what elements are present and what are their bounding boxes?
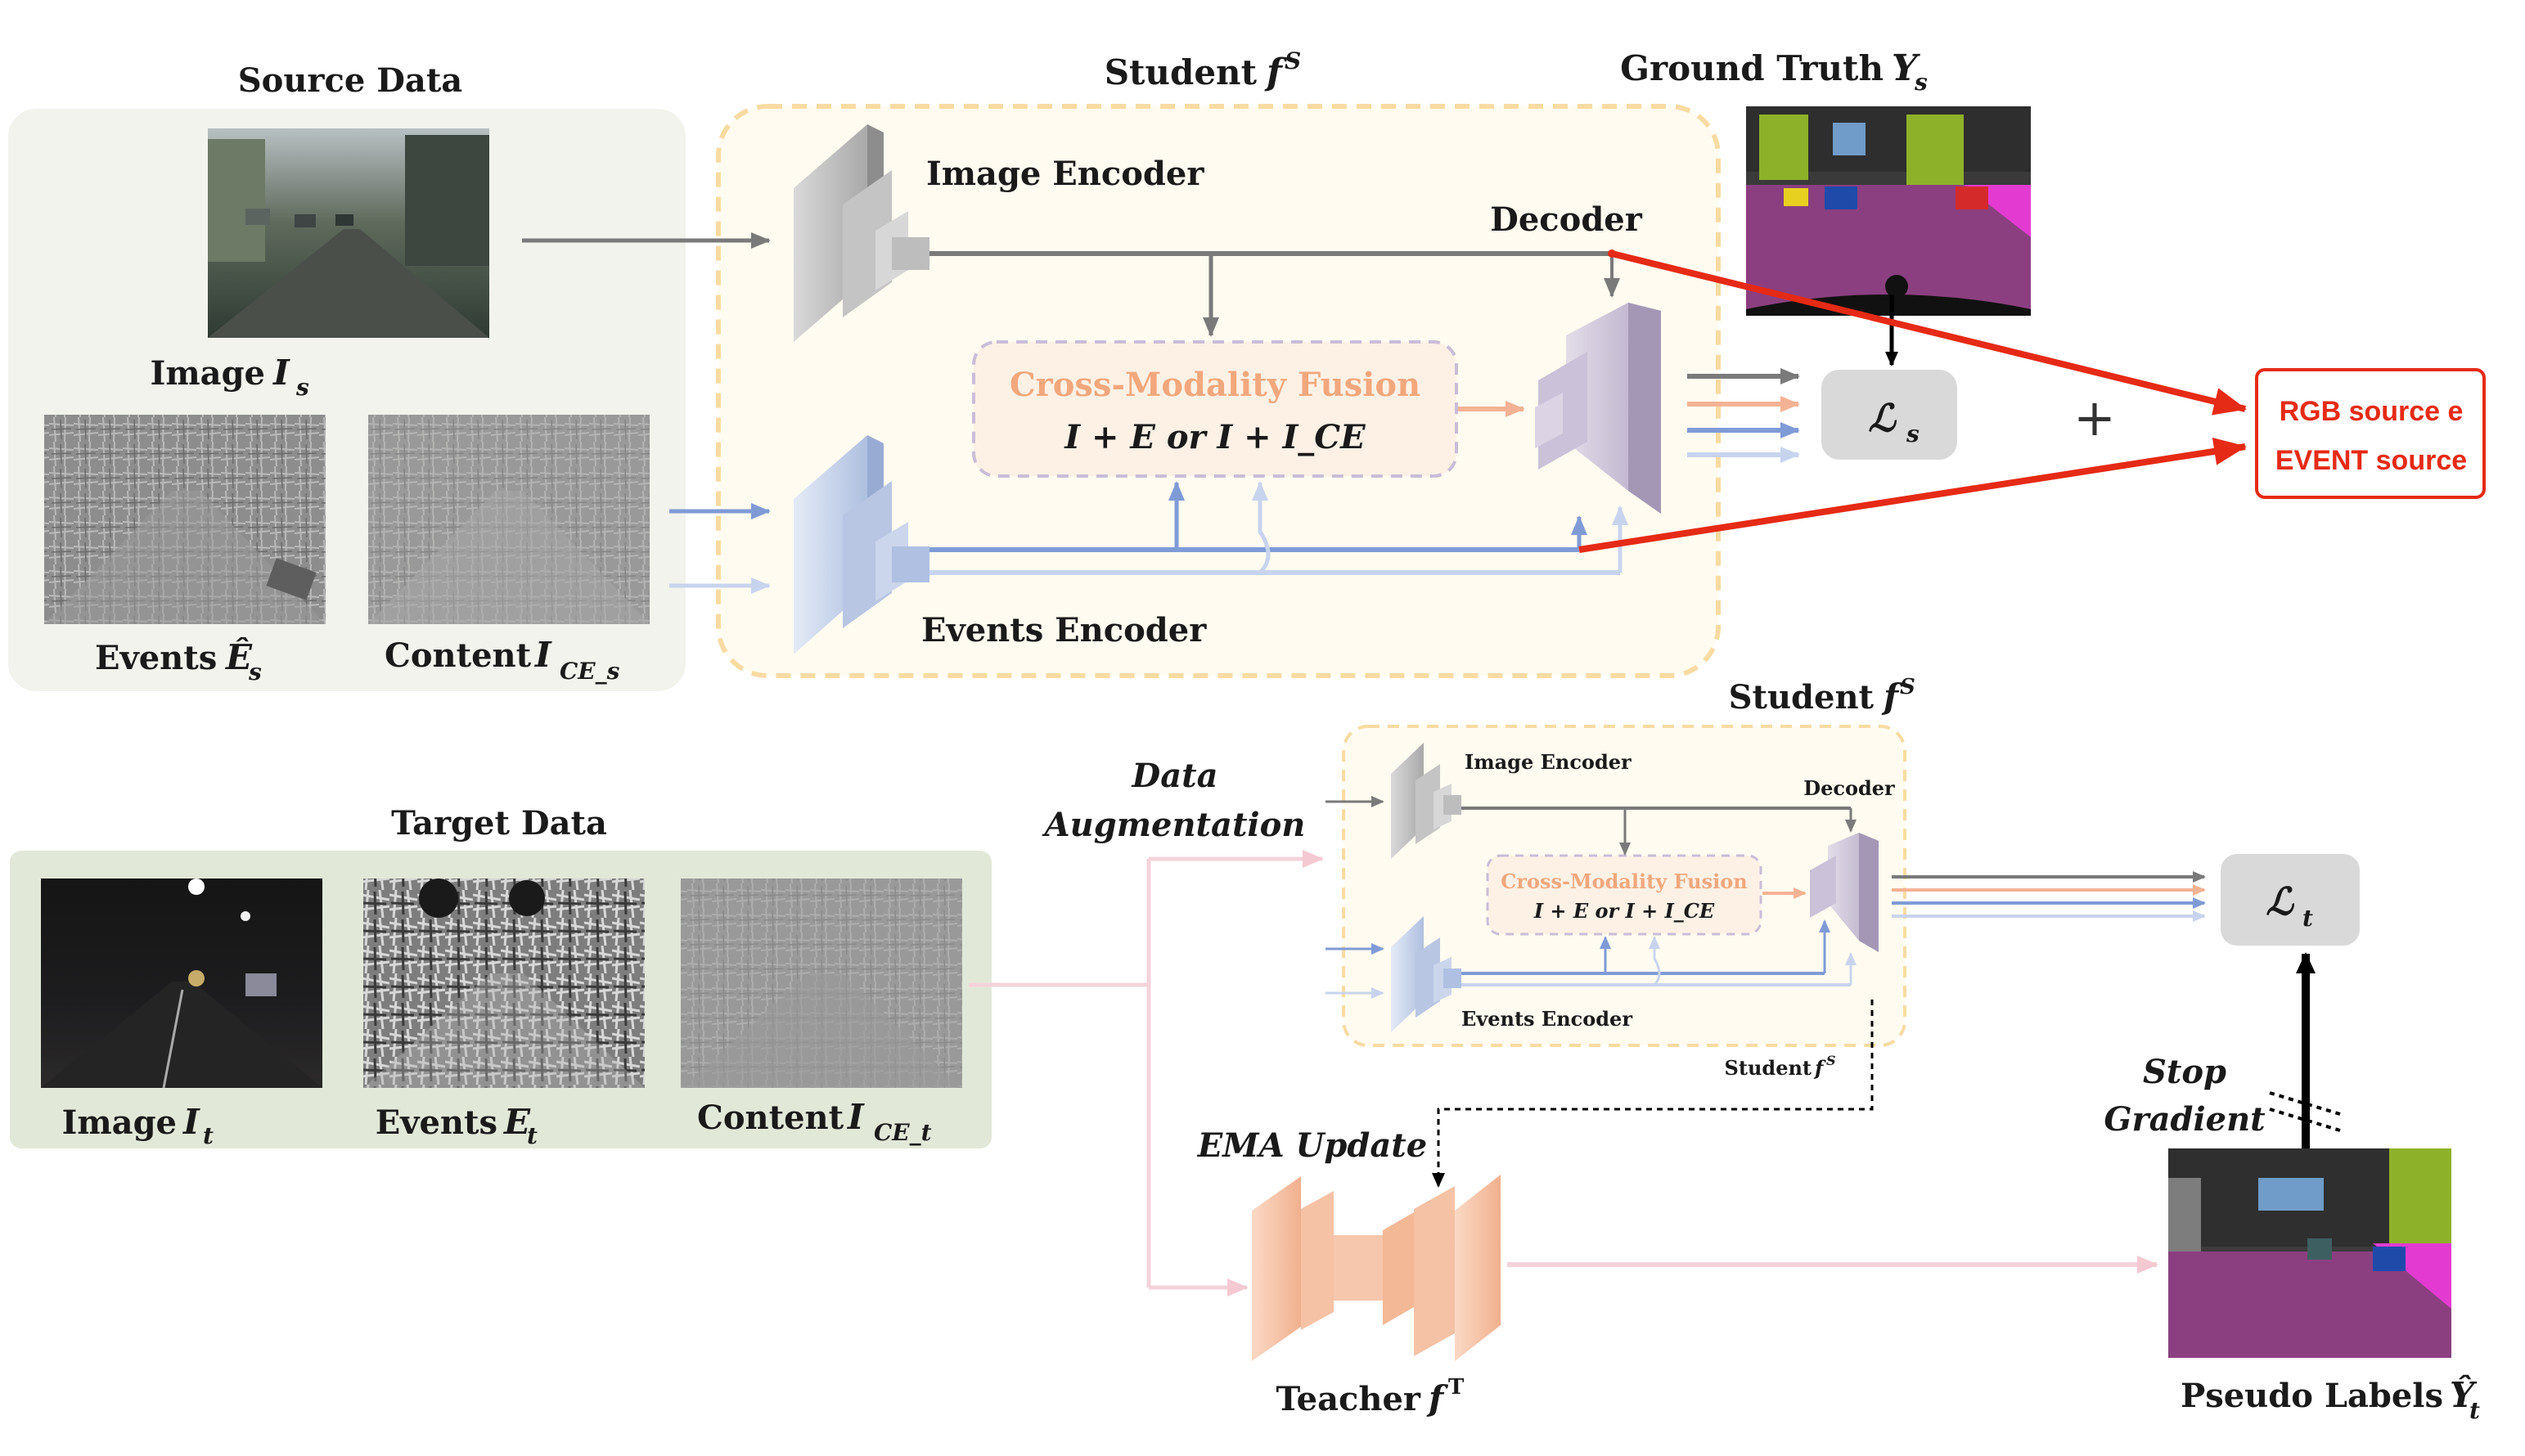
pseudo-labels-label: Pseudo Labels [2181, 1377, 2443, 1415]
loss-source-box [1821, 370, 1957, 460]
events-encoder-block [794, 435, 929, 654]
ground-truth-segmentation [1746, 106, 2031, 316]
target-events-label: Events [376, 1103, 497, 1142]
source-data-title: Source Data [238, 61, 462, 100]
target-image-label: Image [62, 1103, 177, 1142]
source-content-symbol: I [534, 635, 552, 675]
bottom-decoder-label: Decoder [1803, 776, 1895, 800]
bottom-fusion-formula: I + E or I + I_CE [1533, 899, 1715, 923]
rgb-event-source-box [2255, 368, 2486, 499]
loss-target-symbol: ℒ [2266, 879, 2294, 923]
event-source-text: EVENT source [2275, 445, 2467, 476]
bottom-image-encoder-label: Image Encoder [1465, 750, 1632, 774]
fusion-title: Cross-Modality Fusion [1010, 366, 1420, 404]
student-top-title: Student [1105, 52, 1258, 92]
data-augmentation-line2: Augmentation [1042, 806, 1306, 844]
student-bottom-caption: Student [1725, 1056, 1812, 1080]
image-encoder-block [794, 124, 929, 342]
stop-gradient-mark [2269, 1091, 2341, 1132]
source-image-label: Image [151, 354, 265, 393]
target-flows [969, 850, 2158, 1296]
loss-target-box [2221, 854, 2360, 946]
target-content-label: Content [697, 1099, 844, 1137]
target-image-thumbnail [41, 879, 322, 1089]
plus-sign: + [2073, 388, 2116, 447]
source-events-symbol: Ê [225, 636, 253, 677]
teacher-label: Teacher [1276, 1380, 1420, 1418]
pseudo-labels-sub: t [2469, 1397, 2480, 1424]
data-augmentation-line1: Data [1132, 757, 1218, 795]
top-student-connections [522, 232, 1800, 594]
target-content-sub: CE_t [874, 1119, 932, 1146]
bottom-image-encoder-block [1391, 743, 1461, 859]
source-content-sub: CE_s [560, 658, 620, 685]
bottom-student-connections [1326, 796, 2206, 999]
source-events-thumbnail [44, 415, 326, 624]
source-content-label: Content [385, 636, 532, 675]
ema-update-arrow [1432, 1000, 1874, 1188]
bottom-events-encoder-block [1391, 916, 1461, 1032]
source-image-sub: s [295, 374, 309, 401]
target-content-symbol: I [847, 1097, 865, 1137]
student-top-sup: S [1285, 47, 1301, 74]
source-events-sub: s [248, 658, 262, 685]
bottom-decoder-block [1810, 833, 1879, 952]
red-annotation-arrows [1578, 249, 2247, 553]
source-events-label: Events [95, 639, 217, 677]
student-bottom-title: Student [1729, 678, 1875, 717]
source-image-thumbnail [208, 128, 489, 338]
pseudo-labels-segmentation [2168, 1148, 2451, 1358]
source-image-symbol: I [272, 353, 290, 393]
target-data-title: Target Data [391, 804, 607, 843]
image-encoder-label: Image Encoder [926, 155, 1204, 193]
ground-truth-label: Ground Truth [1620, 48, 1884, 88]
stop-gradient-line2: Gradient [2104, 1100, 2266, 1139]
loss-target-sub: t [2302, 905, 2313, 932]
rgb-source-text: RGB source e [2280, 396, 2464, 427]
teacher-symbol: f [1426, 1378, 1449, 1418]
teacher-block [1252, 1175, 1501, 1361]
teacher-sup: T [1448, 1375, 1465, 1400]
ground-truth-sub: s [1914, 69, 1928, 96]
target-image-sub: t [203, 1122, 214, 1149]
events-encoder-label: Events Encoder [921, 611, 1207, 649]
target-events-thumbnail [363, 879, 645, 1088]
loss-source-symbol: ℒ [1868, 396, 1897, 440]
bottom-fusion-title: Cross-Modality Fusion [1501, 870, 1747, 893]
pseudo-labels-symbol: Ŷ [2450, 1374, 2478, 1415]
cross-modality-fusion-box [972, 340, 1458, 478]
target-content-thumbnail [681, 879, 962, 1088]
ema-update-label: EMA Update [1197, 1126, 1427, 1165]
source-content-thumbnail [368, 415, 650, 624]
bottom-fusion-box [1486, 854, 1762, 936]
loss-source-sub: s [1906, 420, 1920, 447]
student-bottom-caption-sup: S [1826, 1053, 1836, 1068]
student-bottom-caption-symbol: f [1813, 1056, 1826, 1080]
student-bottom-sup: S [1900, 675, 1915, 699]
stop-gradient-line1: Stop [2143, 1053, 2226, 1091]
target-image-symbol: I [182, 1102, 200, 1142]
bottom-events-encoder-label: Events Encoder [1461, 1007, 1632, 1031]
ground-truth-symbol: Y [1892, 47, 1920, 89]
decoder-block [1535, 303, 1661, 514]
decoder-label: Decoder [1490, 200, 1643, 239]
target-events-symbol: E [503, 1102, 531, 1142]
target-events-sub: t [527, 1122, 538, 1149]
fusion-formula: I + E or I + I_CE [1064, 418, 1366, 456]
